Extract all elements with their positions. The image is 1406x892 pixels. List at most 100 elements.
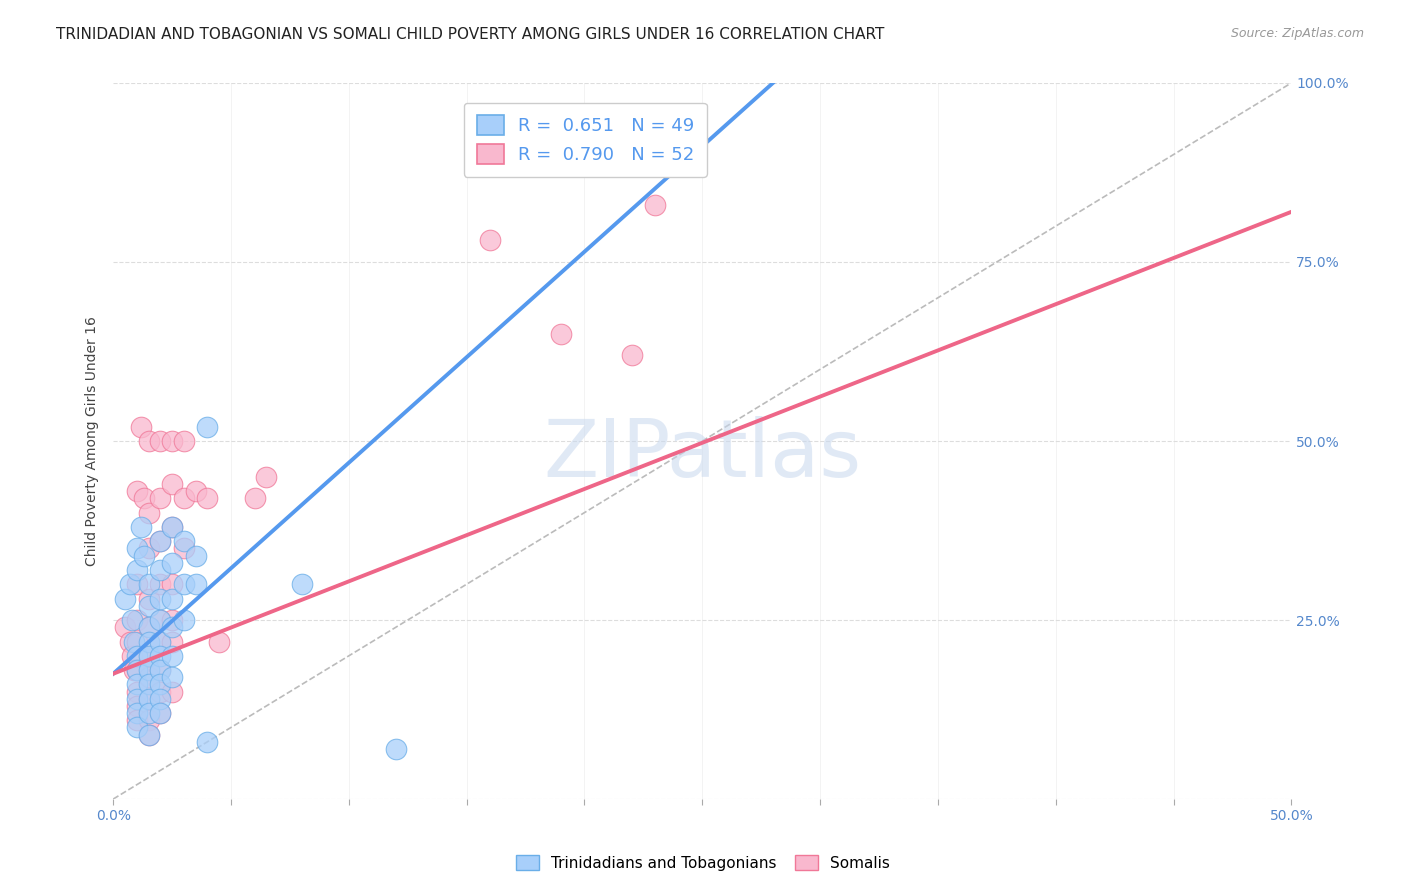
Point [125, 698, 148, 713]
Point [160, 613, 183, 627]
Point [173, 613, 195, 627]
Point [173, 577, 195, 591]
Point [184, 484, 207, 499]
Point [149, 663, 172, 677]
Point [254, 470, 277, 484]
Point [125, 684, 148, 698]
Point [160, 434, 183, 448]
Point [132, 549, 155, 563]
Text: Source: ZipAtlas.com: Source: ZipAtlas.com [1230, 27, 1364, 40]
Point [184, 577, 207, 591]
Point [149, 534, 172, 549]
Point [125, 563, 148, 577]
Point [243, 491, 266, 506]
Point [138, 706, 160, 720]
Point [173, 534, 195, 549]
Point [125, 706, 148, 720]
Point [138, 599, 160, 613]
Point [184, 549, 207, 563]
Point [138, 648, 160, 663]
Point [149, 613, 172, 627]
Point [138, 648, 160, 663]
Point [160, 670, 183, 684]
Point [160, 520, 183, 534]
Point [125, 648, 148, 663]
Point [138, 591, 160, 606]
Point [160, 477, 183, 491]
Point [197, 735, 219, 749]
Text: ZIPatlas: ZIPatlas [543, 417, 862, 494]
Point [160, 577, 183, 591]
Point [197, 419, 219, 434]
Point [149, 634, 172, 648]
Point [125, 677, 148, 691]
Point [138, 728, 160, 742]
Point [149, 534, 172, 549]
Point [138, 691, 160, 706]
Point [385, 742, 408, 756]
Point [160, 591, 183, 606]
Point [138, 620, 160, 634]
Point [118, 577, 141, 591]
Legend: R =  0.651   N = 49, R =  0.790   N = 52: R = 0.651 N = 49, R = 0.790 N = 52 [464, 103, 707, 177]
Point [138, 677, 160, 691]
Point [149, 563, 172, 577]
Point [197, 491, 219, 506]
Point [121, 648, 143, 663]
Point [620, 348, 643, 362]
Point [138, 577, 160, 591]
Point [173, 434, 195, 448]
Point [173, 541, 195, 556]
Point [114, 620, 136, 634]
Point [149, 677, 172, 691]
Point [114, 591, 136, 606]
Text: TRINIDADIAN AND TOBAGONIAN VS SOMALI CHILD POVERTY AMONG GIRLS UNDER 16 CORRELAT: TRINIDADIAN AND TOBAGONIAN VS SOMALI CHI… [56, 27, 884, 42]
Point [125, 541, 148, 556]
Point [149, 591, 172, 606]
Point [125, 484, 148, 499]
Point [550, 326, 572, 341]
Point [124, 634, 146, 648]
Point [125, 691, 148, 706]
Y-axis label: Child Poverty Among Girls Under 16: Child Poverty Among Girls Under 16 [86, 316, 100, 566]
Point [125, 663, 148, 677]
Point [149, 577, 172, 591]
Point [160, 634, 183, 648]
Point [149, 663, 172, 677]
Point [124, 663, 146, 677]
Point [149, 691, 172, 706]
Point [138, 663, 160, 677]
Point [138, 728, 160, 742]
Point [138, 434, 160, 448]
Point [160, 556, 183, 570]
Point [138, 634, 160, 648]
Point [208, 634, 231, 648]
Point [149, 491, 172, 506]
Point [138, 713, 160, 727]
Point [125, 634, 148, 648]
Point [125, 577, 148, 591]
Point [160, 648, 183, 663]
Point [125, 613, 148, 627]
Point [125, 721, 148, 735]
Point [149, 634, 172, 648]
Point [644, 197, 666, 211]
Point [160, 684, 183, 698]
Point [138, 670, 160, 684]
Point [121, 613, 143, 627]
Point [125, 713, 148, 727]
Point [132, 491, 155, 506]
Point [149, 434, 172, 448]
Point [138, 541, 160, 556]
Point [138, 506, 160, 520]
Point [138, 620, 160, 634]
Point [160, 520, 183, 534]
Point [149, 648, 172, 663]
Point [291, 577, 314, 591]
Point [138, 691, 160, 706]
Point [149, 613, 172, 627]
Point [479, 234, 502, 248]
Point [149, 706, 172, 720]
Point [149, 684, 172, 698]
Point [118, 634, 141, 648]
